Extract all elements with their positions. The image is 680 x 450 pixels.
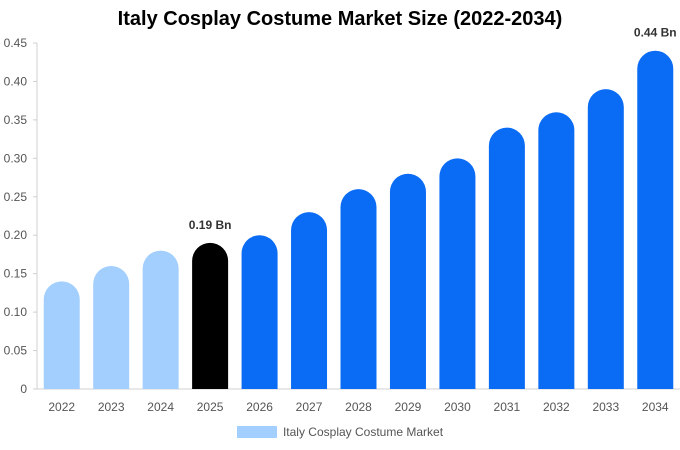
y-tick-label: 0.15 [4, 267, 28, 281]
bar-2023 [93, 265, 130, 389]
bar-2034 [637, 50, 674, 389]
x-tick-label: 2034 [642, 400, 669, 414]
y-tick-label: 0.25 [4, 190, 28, 204]
x-tick-label: 2033 [592, 400, 619, 414]
bar-2031 [488, 127, 525, 389]
bar-2022 [43, 281, 80, 389]
bar-2028 [340, 189, 377, 389]
x-tick-label: 2032 [543, 400, 570, 414]
bar-2032 [538, 112, 575, 389]
x-tick-label: 2030 [444, 400, 471, 414]
x-tick-label: 2028 [345, 400, 372, 414]
x-tick-label: 2024 [147, 400, 174, 414]
bar-2024 [142, 250, 179, 389]
x-tick-label: 2025 [197, 400, 224, 414]
legend-label: Italy Cosplay Costume Market [282, 425, 444, 439]
bar-2026 [241, 235, 278, 389]
bar-2025 [192, 242, 229, 389]
data-label-2034: 0.44 Bn [634, 26, 677, 40]
y-tick-label: 0.35 [4, 113, 28, 127]
y-tick-label: 0.30 [4, 151, 28, 165]
x-tick-label: 2023 [98, 400, 125, 414]
y-tick-label: 0.45 [4, 36, 28, 50]
legend-swatch [236, 426, 277, 438]
x-tick-label: 2022 [48, 400, 75, 414]
bar-2030 [439, 158, 476, 389]
chart-title: Italy Cosplay Costume Market Size (2022-… [117, 8, 563, 30]
x-tick-label: 2031 [494, 400, 521, 414]
y-tick-label: 0.40 [4, 74, 28, 88]
x-tick-label: 2027 [296, 400, 323, 414]
bar-2033 [587, 89, 624, 389]
x-tick-label: 2026 [246, 400, 273, 414]
y-tick-label: 0.20 [4, 228, 28, 242]
bar-2029 [389, 173, 426, 389]
y-tick-label: 0 [20, 382, 27, 396]
x-tick-label: 2029 [395, 400, 422, 414]
y-tick-label: 0.05 [4, 344, 28, 358]
data-label-2025: 0.19 Bn [189, 218, 232, 232]
bar-chart: 0 0.05 0.10 0.15 0.20 0.25 0.30 0.35 0.40 0.45 202… [4, 26, 680, 414]
bar-2027 [291, 212, 328, 389]
y-tick-label: 0.10 [4, 305, 28, 319]
legend: Italy Cosplay Costume Market [0, 425, 680, 439]
